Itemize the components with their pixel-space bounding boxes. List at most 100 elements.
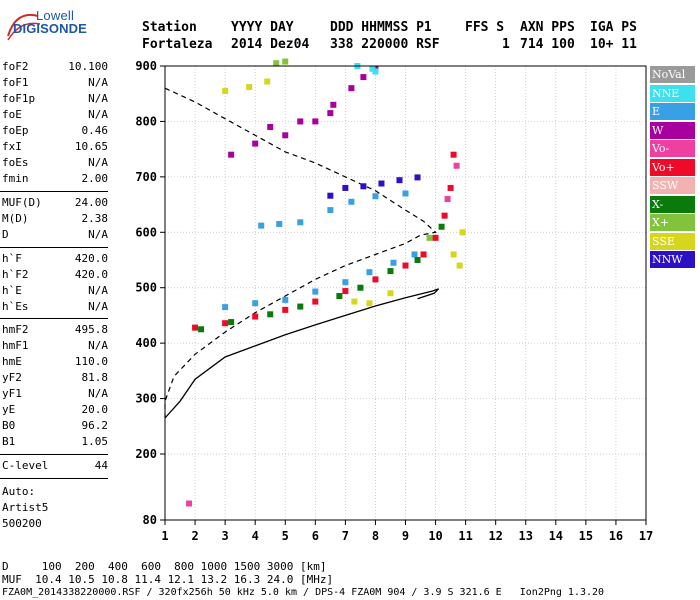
data-point-sse bbox=[456, 262, 463, 269]
param-value: N/A bbox=[88, 76, 108, 89]
legend-item-x-: X- bbox=[650, 195, 695, 213]
data-point-w bbox=[360, 74, 367, 81]
data-point-vo- bbox=[222, 320, 229, 327]
param-value: N/A bbox=[88, 228, 108, 241]
data-point-x- bbox=[387, 268, 394, 275]
panel-divider bbox=[0, 247, 108, 248]
y-tick-label: 500 bbox=[135, 281, 157, 295]
param-value: 10.65 bbox=[74, 140, 108, 153]
param-value: 0.46 bbox=[81, 124, 109, 137]
data-point-x- bbox=[414, 257, 421, 263]
data-point-x- bbox=[282, 58, 289, 65]
header-iga-label: IGA PS bbox=[590, 20, 637, 35]
param-name: D bbox=[2, 228, 9, 241]
data-point-e bbox=[348, 198, 355, 205]
data-point-e bbox=[372, 193, 379, 200]
param-row: fmin 2.00 bbox=[2, 172, 108, 188]
param-value: N/A bbox=[88, 387, 108, 400]
data-point-x- bbox=[228, 319, 235, 326]
header-ffs-label: FFS S bbox=[465, 20, 505, 35]
x-tick-label: 3 bbox=[222, 529, 229, 543]
digisonde-logo bbox=[7, 14, 41, 41]
param-name: fmin bbox=[2, 172, 29, 185]
header-axn-value: 714 100 bbox=[520, 37, 575, 52]
data-point-nne bbox=[372, 68, 379, 75]
param-row: D N/A bbox=[2, 228, 108, 244]
param-value: 495.8 bbox=[74, 323, 108, 336]
header-s-value: 1 bbox=[502, 37, 510, 52]
legend-item-ssw: SSW bbox=[650, 177, 695, 194]
param-value: N/A bbox=[88, 92, 108, 105]
y-tick-label: 300 bbox=[135, 392, 157, 406]
data-point-vo- bbox=[420, 251, 427, 258]
param-row: h`F 420.0 bbox=[2, 252, 108, 268]
data-point-vo- bbox=[444, 196, 451, 203]
data-point-vo- bbox=[447, 184, 454, 191]
param-value: 2.00 bbox=[81, 172, 109, 185]
param-value: N/A bbox=[88, 284, 108, 297]
param-name: yF1 bbox=[2, 387, 22, 400]
data-point-x- bbox=[357, 284, 364, 291]
param-name: hmF2 bbox=[2, 323, 29, 336]
data-point-e bbox=[411, 251, 418, 258]
data-point-sse bbox=[450, 251, 457, 258]
data-point-nnw bbox=[378, 180, 385, 187]
data-point-nnw bbox=[342, 184, 349, 191]
data-point-vo- bbox=[342, 288, 349, 295]
param-name: yE bbox=[2, 403, 16, 416]
param-value: 10.100 bbox=[68, 60, 108, 73]
param-row: hmF1 N/A bbox=[2, 339, 108, 355]
data-point-e bbox=[282, 296, 289, 303]
data-point-w bbox=[348, 85, 355, 92]
param-row: foF1p N/A bbox=[2, 92, 108, 108]
x-tick-label: 14 bbox=[549, 529, 563, 543]
data-point-nne bbox=[369, 65, 376, 72]
plot-frame bbox=[164, 65, 647, 521]
x-tick-label: 17 bbox=[639, 529, 653, 543]
data-point-e bbox=[390, 259, 397, 266]
chart-points bbox=[186, 58, 466, 507]
param-row: B0 96.2 bbox=[2, 419, 108, 435]
y-tick-label: 800 bbox=[135, 114, 157, 128]
param-name: B0 bbox=[2, 419, 16, 432]
param-name: foF2 bbox=[2, 60, 29, 73]
header-station-value: Fortaleza bbox=[142, 37, 213, 52]
header-iga-value: 10+ 11 bbox=[590, 37, 637, 52]
data-point-sse bbox=[387, 290, 394, 297]
x-tick-label: 9 bbox=[402, 529, 409, 543]
header-station-label: Station bbox=[142, 20, 197, 35]
auto-artist: Artist5 bbox=[2, 501, 49, 514]
x-tick-label: 1 bbox=[161, 529, 168, 543]
param-row: B1 1.05 bbox=[2, 435, 108, 451]
data-point-vo- bbox=[192, 324, 199, 331]
y-tick-label: 600 bbox=[135, 225, 157, 239]
data-point-w bbox=[252, 140, 259, 147]
param-value: 96.2 bbox=[81, 419, 109, 432]
x-tick-label: 4 bbox=[252, 529, 259, 543]
param-row: fxI 10.65 bbox=[2, 140, 108, 156]
data-point-sse bbox=[366, 300, 373, 307]
data-point-x- bbox=[336, 293, 343, 300]
panel-divider bbox=[0, 478, 108, 479]
data-point-nnw bbox=[396, 177, 403, 184]
param-name: fxI bbox=[2, 140, 22, 153]
param-value: N/A bbox=[88, 300, 108, 313]
auto-version: 500200 bbox=[2, 517, 42, 530]
panel-divider bbox=[0, 318, 108, 319]
data-point-x- bbox=[297, 303, 304, 310]
param-name: foEs bbox=[2, 156, 29, 169]
param-row: M(D) 2.38 bbox=[2, 212, 108, 228]
muf-row: MUF 10.4 10.5 10.8 11.4 12.1 13.2 16.3 2… bbox=[2, 573, 334, 586]
param-value: 24.00 bbox=[74, 196, 108, 209]
data-point-e bbox=[258, 222, 265, 229]
param-name: foE bbox=[2, 108, 22, 121]
data-point-vo- bbox=[450, 151, 457, 158]
param-name: M(D) bbox=[2, 212, 29, 225]
data-point-e bbox=[222, 304, 229, 311]
data-point-nnw bbox=[414, 174, 421, 181]
param-row: yF1 N/A bbox=[2, 387, 108, 403]
param-name: hmE bbox=[2, 355, 22, 368]
param-value: 2.38 bbox=[81, 212, 109, 225]
data-point-e bbox=[366, 269, 373, 276]
legend-item-e: E bbox=[650, 103, 695, 120]
